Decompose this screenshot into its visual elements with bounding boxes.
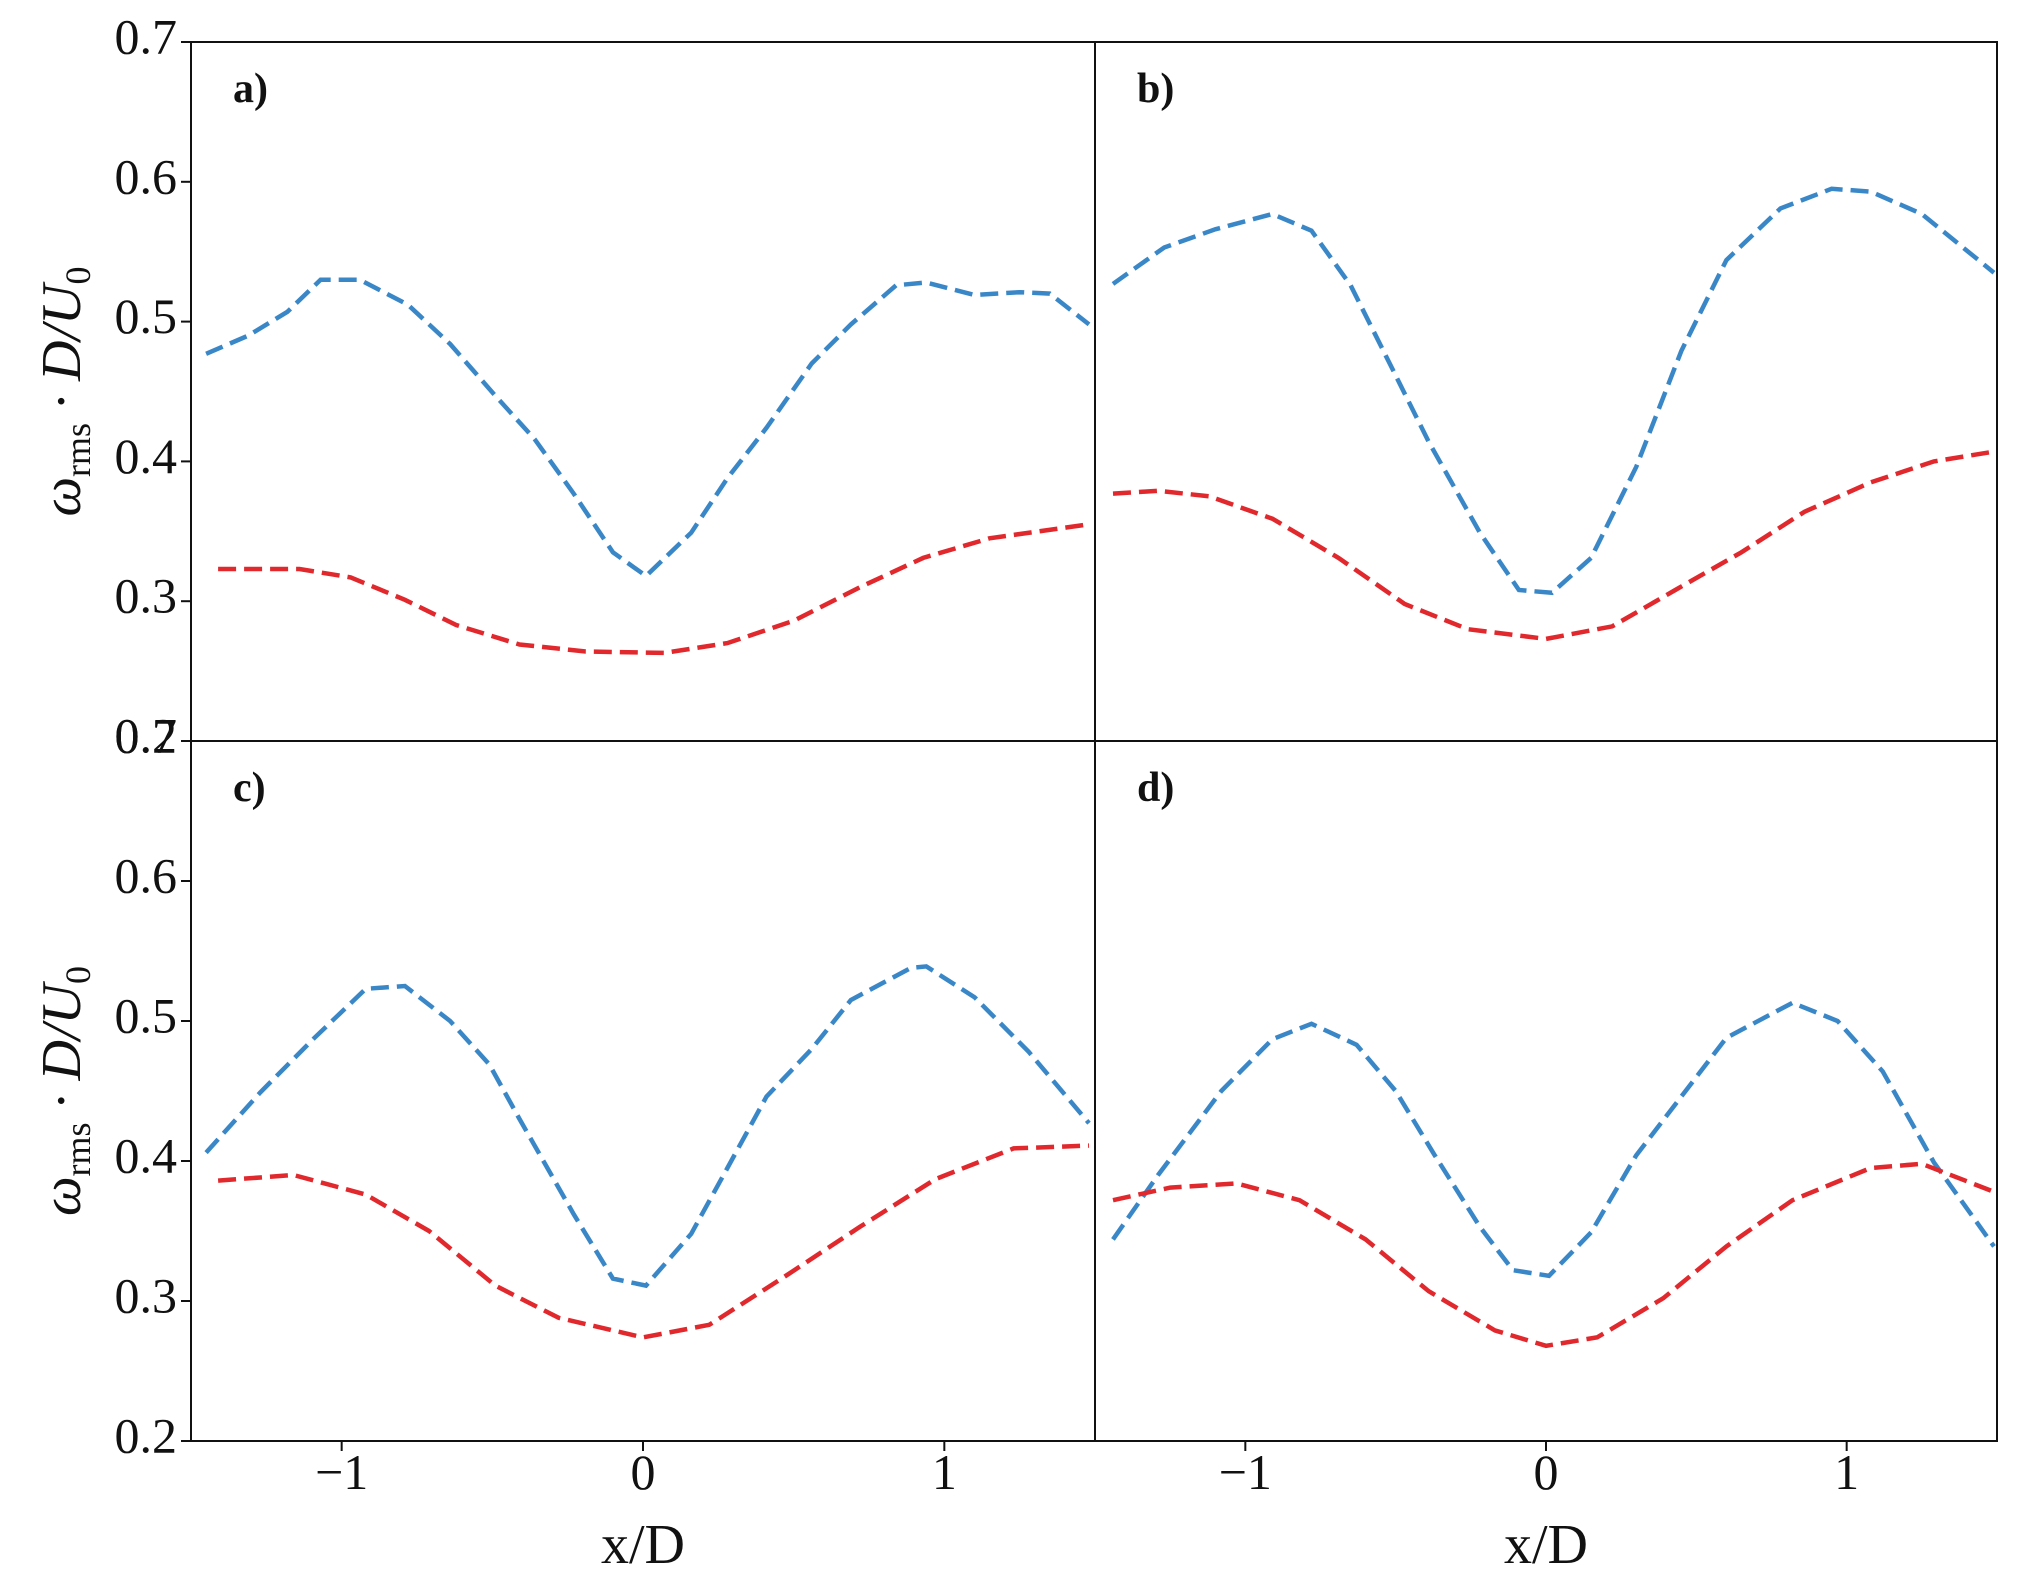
panel-label: d) (1137, 765, 1174, 811)
y-axis-label-part: · D/U (31, 980, 93, 1122)
y-tick-label: 0.4 (115, 1127, 178, 1183)
y-tick-label: 0.6 (115, 148, 178, 204)
y-axis-label-part: 0 (58, 267, 98, 285)
y-tick-label: 0.5 (115, 987, 178, 1043)
data-line (218, 522, 1090, 656)
axes-frame (1094, 41, 1998, 742)
axes-frame (1094, 740, 1998, 1442)
x-tick-label: 1 (932, 1444, 957, 1500)
panel-label: c) (233, 765, 266, 811)
x-axis-label: x/D (601, 1514, 685, 1576)
data-line (1111, 1000, 1996, 1279)
y-axis-label-part: · D/U (31, 281, 93, 423)
y-axis-label-part: rms (58, 423, 98, 477)
x-tick-label: −1 (1219, 1444, 1272, 1500)
panel-label: b) (1137, 66, 1174, 112)
y-tick-label: 0.4 (115, 428, 178, 484)
y-tick-label: 0.5 (115, 288, 178, 344)
y-tick-label: 0.3 (115, 568, 178, 624)
panel-label: a) (233, 66, 268, 112)
y-axis-label-part: ω (31, 1176, 93, 1216)
y-tick-label: 0.7 (115, 8, 178, 64)
x-tick-label: 0 (1534, 1444, 1559, 1500)
x-tick-label: 1 (1834, 1444, 1859, 1500)
y-tick-label: 0.7 (115, 707, 178, 763)
axes-frame (190, 740, 1096, 1442)
x-tick-label: −1 (315, 1444, 368, 1500)
y-tick-label: 0.2 (115, 1407, 178, 1463)
data-line (1112, 449, 1995, 642)
x-tick-label: 0 (631, 1444, 656, 1500)
y-axis-label: ωrms · D/U0 (31, 267, 98, 517)
y-tick-label: 0.2 (115, 707, 178, 763)
y-axis-label-part: 0 (58, 966, 98, 984)
data-line (204, 964, 1091, 1289)
x-axis-label: x/D (1504, 1514, 1588, 1576)
data-line (217, 1143, 1090, 1340)
data-line (1111, 186, 1996, 596)
y-axis-label: ωrms · D/U0 (31, 966, 98, 1216)
y-tick-label: 0.6 (115, 847, 178, 903)
data-line (1112, 1161, 1995, 1349)
y-axis-label-part: ω (31, 477, 93, 517)
y-axis-label-part: rms (58, 1122, 98, 1176)
axes-frame (190, 41, 1096, 742)
y-tick-label: 0.3 (115, 1267, 178, 1323)
data-line (205, 277, 1091, 579)
